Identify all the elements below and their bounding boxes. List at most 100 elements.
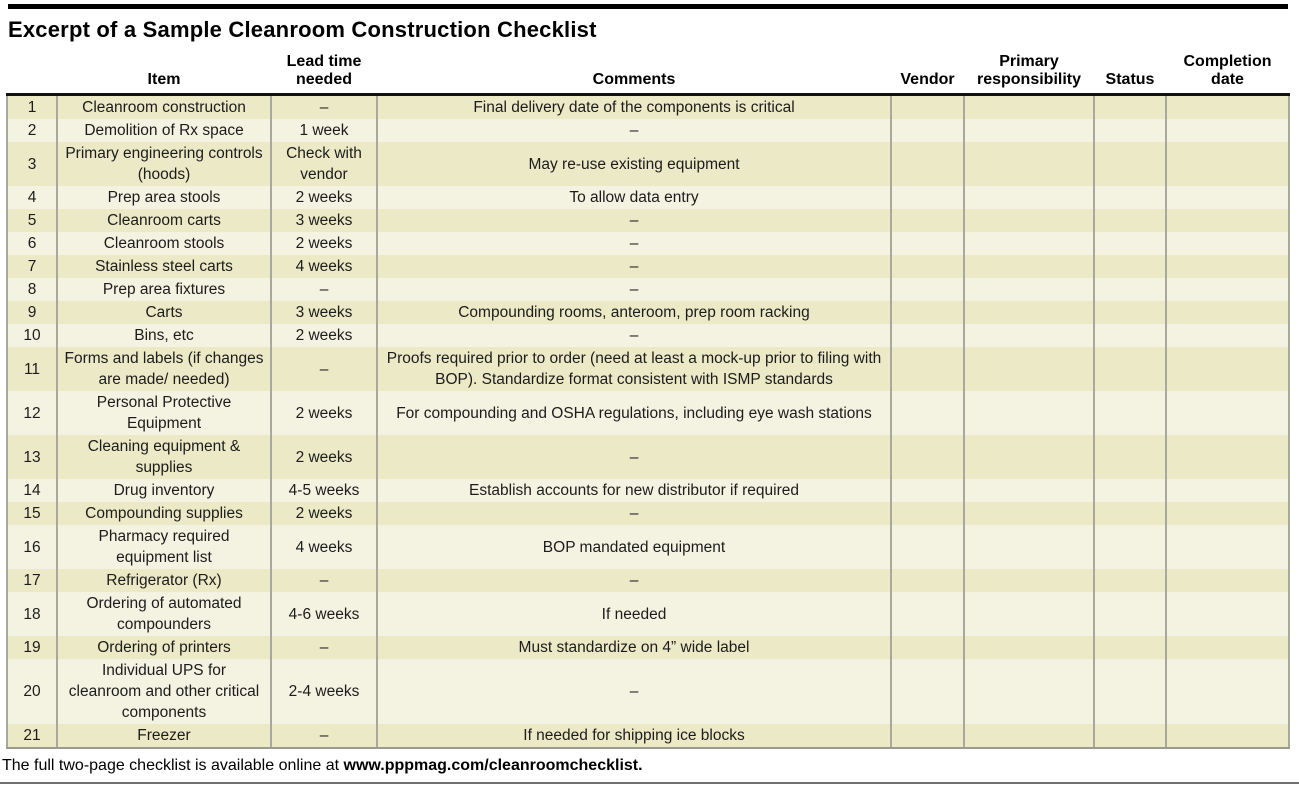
cell-status-empty [1093,479,1166,502]
cell-comments: – [376,659,891,724]
cell-vendor-empty [890,347,964,391]
cell-lead: 4 weeks [270,255,377,278]
cell-lead: – [270,347,377,391]
cell-comments: Must standardize on 4” wide label [376,636,891,659]
table-row: 19 Ordering of printers – Must standardize … [6,636,1290,659]
cell-status-empty [1093,435,1166,479]
cell-item: Drug inventory [56,479,271,502]
cell-num: 21 [6,724,57,749]
cell-primary-empty [963,502,1094,525]
footer-note: The full two-page checklist is available… [0,749,1299,782]
cell-lead: Check with vendor [270,142,377,186]
table-row: 11 Forms and labels (if changes are made/… [6,347,1290,391]
cell-comments: Compounding rooms, anteroom, prep room r… [376,301,891,324]
cell-completion-empty [1165,209,1290,232]
cell-num: 18 [6,592,57,636]
cell-num: 13 [6,435,57,479]
cell-item: Primary engineering controls (hoods) [56,142,271,186]
cell-item: Pharmacy required equipment list [56,525,271,569]
cell-primary-empty [963,479,1094,502]
cell-comments: If needed for shipping ice blocks [376,724,891,749]
cell-item: Bins, etc [56,324,271,347]
cell-vendor-empty [890,592,964,636]
cell-primary-empty [963,232,1094,255]
cell-vendor-empty [890,142,964,186]
cell-vendor-empty [890,119,964,142]
table-row: 14 Drug inventory 4-5 weeks Establish accou… [6,479,1290,502]
column-header-status: Status [1094,53,1166,96]
cell-lead: 1 week [270,119,377,142]
footer-url: www.pppmag.com/cleanroomchecklist. [343,757,643,774]
cell-lead: – [270,94,377,119]
cell-completion-empty [1165,592,1290,636]
cell-vendor-empty [890,569,964,592]
cell-completion-empty [1165,255,1290,278]
cell-lead: 4 weeks [270,525,377,569]
table-row: 7 Stainless steel carts 4 weeks – [6,255,1290,278]
cell-lead: – [270,569,377,592]
cell-status-empty [1093,186,1166,209]
table-row: 4 Prep area stools 2 weeks To allow data en… [6,186,1290,209]
table-header: Item Lead time needed Comments Vendor Pr… [7,53,1289,96]
cell-completion-empty [1165,119,1290,142]
column-header-vendor: Vendor [891,53,964,96]
table-row: 3 Primary engineering controls (hoods) Che… [6,142,1290,186]
cell-completion-empty [1165,724,1290,749]
cell-primary-empty [963,636,1094,659]
cell-vendor-empty [890,324,964,347]
cell-status-empty [1093,142,1166,186]
cell-vendor-empty [890,479,964,502]
header-row: Item Lead time needed Comments Vendor Pr… [7,53,1289,96]
cell-comments: Establish accounts for new distributor i… [376,479,891,502]
cell-item: Cleanroom stools [56,232,271,255]
cell-completion-empty [1165,391,1290,435]
cell-completion-empty [1165,347,1290,391]
cell-primary-empty [963,94,1094,119]
cell-primary-empty [963,186,1094,209]
cell-lead: 2 weeks [270,391,377,435]
table-row: 13 Cleaning equipment & supplies 2 weeks – [6,435,1290,479]
cell-completion-empty [1165,435,1290,479]
cell-lead: – [270,636,377,659]
cell-item: Personal Protective Equipment [56,391,271,435]
cell-status-empty [1093,502,1166,525]
column-header-number [7,53,57,96]
cell-completion-empty [1165,479,1290,502]
cell-comments: Proofs required prior to order (need at … [376,347,891,391]
cell-lead: 4-5 weeks [270,479,377,502]
cell-lead: 2 weeks [270,232,377,255]
cell-item: Carts [56,301,271,324]
cell-lead: – [270,278,377,301]
cell-item: Refrigerator (Rx) [56,569,271,592]
cell-status-empty [1093,391,1166,435]
cell-vendor-empty [890,659,964,724]
table-row: 20 Individual UPS for cleanroom and other… [6,659,1290,724]
cell-completion-empty [1165,186,1290,209]
cell-lead: 2 weeks [270,186,377,209]
cell-vendor-empty [890,255,964,278]
column-header-item: Item [57,53,271,96]
cell-num: 1 [6,94,57,119]
table-row: 18 Ordering of automated compounders 4-6 w… [6,592,1290,636]
table-row: 17 Refrigerator (Rx) – – [6,569,1290,592]
table-row: 12 Personal Protective Equipment 2 weeks Fo… [6,391,1290,435]
cell-completion-empty [1165,659,1290,724]
table-row: 16 Pharmacy required equipment list 4 week… [6,525,1290,569]
bottom-rule [0,782,1299,784]
column-header-lead-time: Lead time needed [271,53,377,96]
cell-comments: Final delivery date of the components is… [376,94,891,119]
cell-primary-empty [963,592,1094,636]
cell-item: Prep area stools [56,186,271,209]
cell-num: 5 [6,209,57,232]
cell-item: Freezer [56,724,271,749]
table-row: 5 Cleanroom carts 3 weeks – [6,209,1290,232]
cell-comments: – [376,569,891,592]
column-header-comments: Comments [377,53,891,96]
cell-num: 16 [6,525,57,569]
cell-status-empty [1093,525,1166,569]
cell-vendor-empty [890,636,964,659]
cell-vendor-empty [890,232,964,255]
cell-lead: 2 weeks [270,435,377,479]
cell-item: Individual UPS for cleanroom and other c… [56,659,271,724]
table-row: 10 Bins, etc 2 weeks – [6,324,1290,347]
